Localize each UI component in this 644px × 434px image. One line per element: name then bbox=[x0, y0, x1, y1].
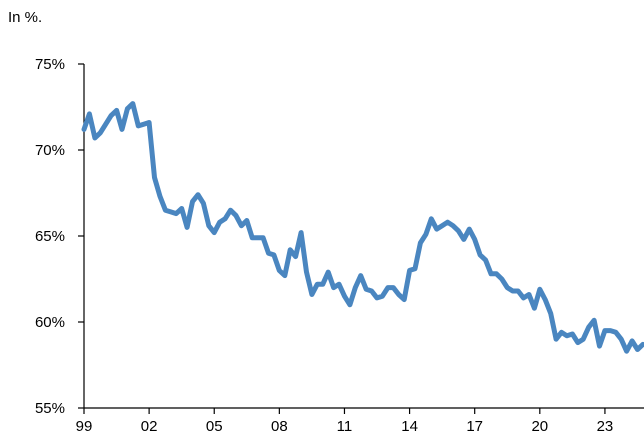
x-tick-label: 14 bbox=[401, 418, 418, 434]
y-tick-label: 55% bbox=[35, 400, 65, 417]
series-line-0 bbox=[81, 101, 644, 354]
x-tick-label: 11 bbox=[337, 418, 353, 434]
unit-note: In %. bbox=[8, 9, 43, 26]
y-tick-label: 70% bbox=[35, 142, 65, 159]
x-axis-ticks: 99 02 05 08 11 14 17 20 23 bbox=[76, 408, 614, 434]
axes bbox=[83, 64, 644, 409]
x-tick-label: 02 bbox=[141, 418, 158, 434]
series-layer bbox=[81, 101, 644, 354]
x-tick-label: 05 bbox=[206, 418, 223, 434]
x-tick-label: 17 bbox=[466, 418, 483, 434]
x-tick-label: 23 bbox=[597, 418, 614, 434]
x-tick-label: 20 bbox=[531, 418, 548, 434]
y-tick-label: 60% bbox=[35, 314, 65, 331]
x-tick-label: 99 bbox=[76, 418, 93, 434]
x-tick-label: 08 bbox=[271, 418, 288, 434]
y-tick-label: 65% bbox=[35, 228, 65, 245]
y-tick-label: 75% bbox=[35, 56, 65, 73]
y-axis-ticks: 55% 60% 65% 70% 75% bbox=[35, 56, 84, 417]
